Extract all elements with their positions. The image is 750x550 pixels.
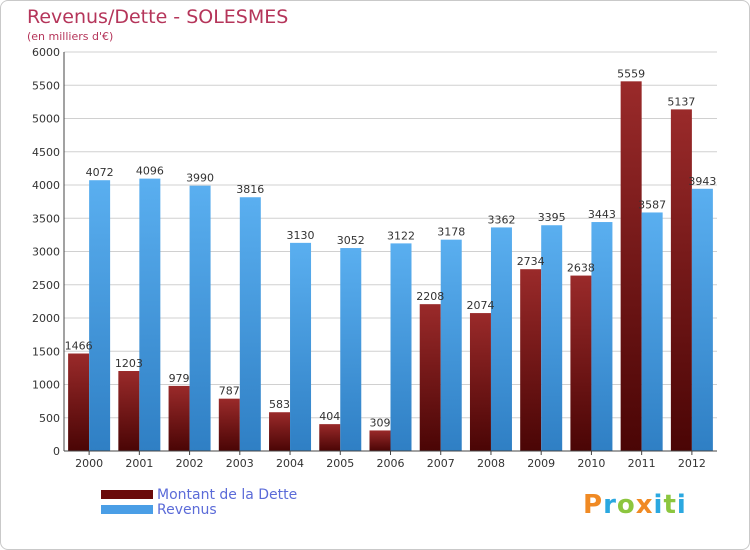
logo-letter: i	[676, 490, 687, 520]
data-label: 3587	[638, 198, 666, 211]
y-tick-label: 4000	[32, 179, 60, 192]
legend-label-revenus: Revenus	[157, 501, 217, 518]
data-label: 3395	[538, 211, 566, 224]
data-label: 4072	[86, 166, 114, 179]
x-tick-label: 2008	[477, 457, 505, 470]
x-tick-label: 2010	[577, 457, 605, 470]
bar-dette	[369, 430, 391, 451]
data-label: 3943	[688, 175, 716, 188]
bar-dette	[520, 269, 542, 451]
bar-dette	[670, 109, 692, 452]
data-label: 1466	[65, 340, 93, 353]
x-tick-label: 2012	[678, 457, 706, 470]
logo-letter: o	[616, 490, 636, 520]
y-tick-label: 1000	[32, 379, 60, 392]
bar-revenus	[490, 227, 512, 451]
data-label: 3990	[186, 172, 214, 185]
legend-label-debt: Montant de la Dette	[157, 486, 298, 503]
data-label: 4096	[136, 165, 164, 178]
y-tick-label: 5000	[32, 113, 60, 126]
y-tick-label: 2500	[32, 279, 60, 292]
x-tick-label: 2000	[75, 457, 103, 470]
data-label: 1203	[115, 357, 143, 370]
x-tick-label: 2006	[377, 457, 405, 470]
logo-letter: i	[653, 490, 664, 520]
y-tick-label: 5500	[32, 79, 60, 92]
x-tick-label: 2005	[326, 457, 354, 470]
y-tick-label: 4500	[32, 146, 60, 159]
data-label: 3052	[337, 234, 365, 247]
logo-letter: t	[663, 490, 677, 520]
bar-revenus	[440, 239, 462, 451]
data-label: 2734	[517, 255, 545, 268]
logo-letter: x	[635, 490, 654, 520]
bar-revenus	[641, 212, 663, 451]
y-tick-label: 1500	[32, 345, 60, 358]
bar-revenus	[691, 188, 713, 451]
data-label: 404	[319, 410, 340, 423]
data-label: 5137	[667, 95, 695, 108]
bar-revenus	[340, 248, 362, 451]
data-label: 3443	[588, 208, 616, 221]
bar-dette	[68, 353, 90, 451]
legend-swatch-revenus	[101, 505, 153, 514]
legend-item-revenus: Revenus	[101, 501, 297, 518]
x-tick-label: 2002	[176, 457, 204, 470]
bar-dette	[570, 275, 592, 451]
data-label: 2208	[416, 290, 444, 303]
bar-revenus	[591, 222, 613, 451]
x-tick-label: 2011	[628, 457, 656, 470]
bar-dette	[168, 385, 190, 451]
x-tick-label: 2009	[527, 457, 555, 470]
bar-dette	[419, 304, 441, 451]
data-label: 979	[169, 372, 190, 385]
data-label: 3362	[487, 213, 515, 226]
y-tick-label: 2000	[32, 312, 60, 325]
data-label: 2638	[567, 262, 595, 275]
bar-dette	[620, 81, 642, 451]
y-tick-label: 6000	[32, 46, 60, 59]
y-tick-label: 3500	[32, 212, 60, 225]
data-label: 3122	[387, 229, 415, 242]
legend-item-debt: Montant de la Dette	[101, 486, 298, 503]
chart-title: Revenus/Dette - SOLESMES	[27, 6, 289, 28]
data-label: 787	[219, 385, 240, 398]
logo-letter: r	[603, 490, 617, 520]
legend: Montant de la Dette Revenus	[101, 486, 298, 518]
data-label: 5559	[617, 67, 645, 80]
bar-revenus	[89, 180, 111, 451]
bar-dette	[218, 398, 240, 451]
y-tick-label: 500	[39, 412, 60, 425]
bar-revenus	[239, 197, 261, 451]
x-tick-label: 2003	[226, 457, 254, 470]
data-label: 583	[269, 398, 290, 411]
x-tick-label: 2001	[125, 457, 153, 470]
bar-dette	[319, 424, 341, 451]
bar-revenus	[541, 225, 563, 451]
logo-letter: P	[583, 490, 604, 520]
bar-revenus	[189, 185, 211, 452]
x-tick-label: 2007	[427, 457, 455, 470]
data-label: 3178	[437, 226, 465, 239]
chart-subtitle: (en milliers d'€)	[27, 30, 114, 43]
bar-revenus	[139, 178, 161, 451]
bar-revenus	[290, 242, 312, 451]
y-tick-label: 0	[53, 445, 60, 458]
bar-dette	[118, 371, 140, 451]
data-label: 309	[370, 416, 391, 429]
bar-dette	[469, 313, 491, 451]
legend-swatch-debt	[101, 490, 153, 499]
y-tick-label: 3000	[32, 246, 60, 259]
data-label: 2074	[466, 299, 494, 312]
bar-dette	[269, 412, 291, 451]
data-label: 3130	[287, 229, 315, 242]
x-tick-label: 2004	[276, 457, 304, 470]
proxiti-logo: Proxiti	[583, 490, 687, 520]
bar-revenus	[390, 243, 412, 451]
data-label: 3816	[236, 183, 264, 196]
